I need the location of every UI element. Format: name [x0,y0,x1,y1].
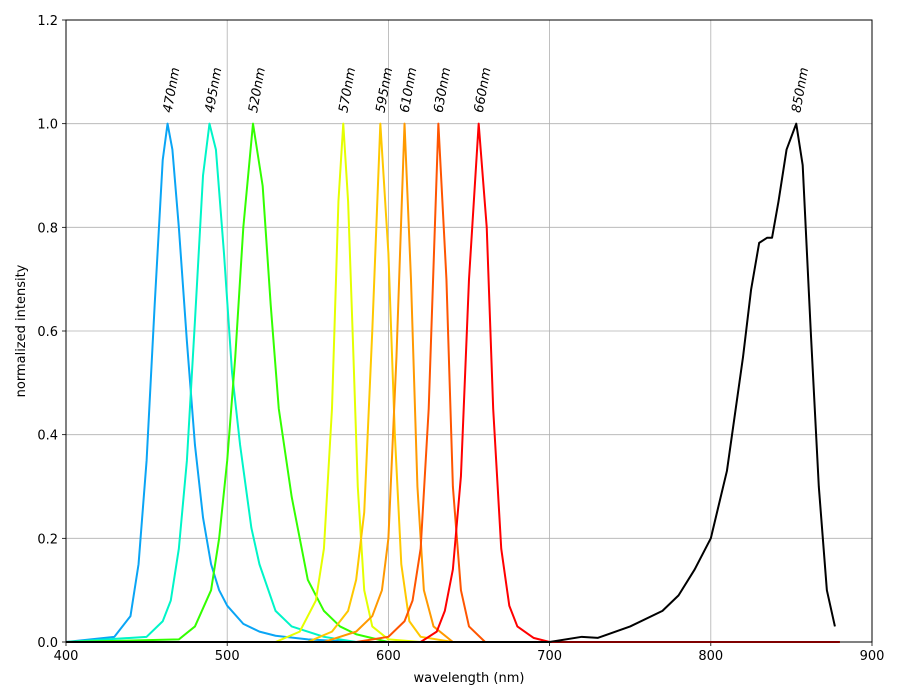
annotation: 520nm [246,66,269,114]
annotation: 630nm [432,66,455,114]
series-line [65,122,840,643]
series-line [65,122,840,643]
annotation: 595nm [374,66,397,114]
x-tick-label: 700 [537,649,562,664]
x-tick-label: 800 [698,649,723,664]
x-axis-label: wavelength (nm) [414,671,525,686]
annotation: 495nm [203,66,226,114]
series-line [66,122,840,643]
series-line [66,122,840,643]
annotation: 850nm [789,66,812,114]
x-tick-label: 500 [215,649,240,664]
series-line [66,122,840,643]
y-tick-label: 0.8 [37,221,58,236]
series-line [66,122,836,643]
x-tick-label: 600 [376,649,401,664]
y-tick-label: 0.6 [37,325,58,340]
plot-frame [65,19,873,643]
annotation: 660nm [472,66,495,114]
x-tick-label: 400 [54,649,79,664]
y-tick-label: 1.2 [37,14,58,29]
y-tick-label: 0.0 [37,636,58,651]
y-tick-label: 0.4 [37,429,58,444]
y-tick-label: 1.0 [37,118,58,133]
annotation: 570nm [336,66,359,114]
series-line [66,122,840,643]
annotation: 610nm [398,66,421,114]
y-axis-label: normalized intensity [14,264,29,397]
annotation: 470nm [161,66,184,114]
x-tick-label: 900 [860,649,885,664]
y-tick-label: 0.2 [37,532,58,547]
series-line [66,122,840,643]
